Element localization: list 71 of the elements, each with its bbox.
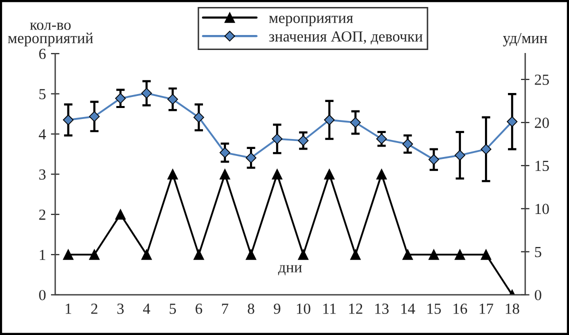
- point: [167, 94, 178, 105]
- x-tick-label: 1: [66, 304, 72, 314]
- point: [167, 168, 178, 180]
- x-tick-label: 6: [196, 304, 202, 314]
- x-tick-label: 13: [375, 304, 389, 314]
- legend-label: значения АОП, девочки: [269, 31, 423, 44]
- point: [428, 249, 440, 260]
- point: [324, 114, 335, 126]
- point: [376, 134, 387, 144]
- x-tick-label: 10: [296, 304, 310, 314]
- point: [454, 249, 466, 260]
- y-tick-label: 0: [39, 290, 46, 300]
- point: [115, 209, 126, 220]
- y-tick-label: 3: [39, 169, 46, 180]
- point: [298, 135, 309, 146]
- point: [350, 117, 361, 128]
- point: [194, 249, 204, 260]
- y2-axis-title: уд/мин: [503, 32, 548, 46]
- x-axis-title: дни: [278, 265, 302, 276]
- x-tick-label: 5: [170, 304, 176, 314]
- point: [454, 150, 466, 161]
- y2-tick-label: 0: [534, 290, 542, 300]
- point: [89, 111, 100, 122]
- point: [324, 168, 335, 180]
- point: [506, 116, 518, 127]
- y2-tick-label: 10: [536, 204, 549, 214]
- y-axis-title: кол-во мероприятий: [8, 22, 94, 46]
- y-tick-label: 2: [39, 210, 46, 220]
- point: [62, 249, 74, 260]
- point: [141, 249, 152, 260]
- x-tick-label: 15: [428, 304, 441, 314]
- x-tick-label: 3: [117, 304, 124, 314]
- point: [89, 249, 100, 260]
- x-tick-label: 11: [323, 304, 336, 314]
- point: [141, 88, 152, 99]
- x-tick-label: 4: [143, 304, 150, 314]
- point: [480, 249, 492, 260]
- y-tick-label: 1: [40, 250, 46, 260]
- x-tick-label: 18: [506, 304, 520, 314]
- x-tick-label: 14: [401, 304, 416, 314]
- x-tick-label: 12: [349, 304, 362, 314]
- y-tick-label: 5: [39, 89, 46, 100]
- y-tick-label: 4: [38, 129, 46, 140]
- x-tick-label: 2: [91, 304, 98, 314]
- point: [220, 168, 230, 180]
- point: [62, 114, 74, 126]
- y-tick-label: 6: [39, 48, 46, 60]
- point: [480, 144, 492, 155]
- x-tick-label: 17: [480, 304, 494, 314]
- point: [350, 249, 361, 260]
- point: [298, 249, 309, 260]
- point: [246, 249, 256, 260]
- y2-tick-label: 25: [534, 74, 549, 85]
- point: [193, 112, 204, 123]
- x-tick-label: 8: [248, 304, 254, 314]
- x-tick-label: 16: [454, 304, 468, 314]
- point: [402, 249, 413, 260]
- y2-tick-label: 5: [535, 247, 542, 258]
- point: [272, 134, 282, 144]
- x-tick-label: 9: [274, 304, 280, 314]
- point: [272, 168, 282, 180]
- x-tick-label: 7: [222, 304, 228, 314]
- point: [115, 93, 126, 104]
- point: [402, 138, 414, 150]
- y2-tick-label: 15: [536, 160, 549, 172]
- point: [220, 147, 230, 158]
- y2-tick-label: 20: [534, 118, 549, 128]
- point: [246, 152, 256, 164]
- legend-label: мероприятия: [269, 16, 354, 26]
- point: [428, 154, 440, 165]
- point: [376, 168, 387, 180]
